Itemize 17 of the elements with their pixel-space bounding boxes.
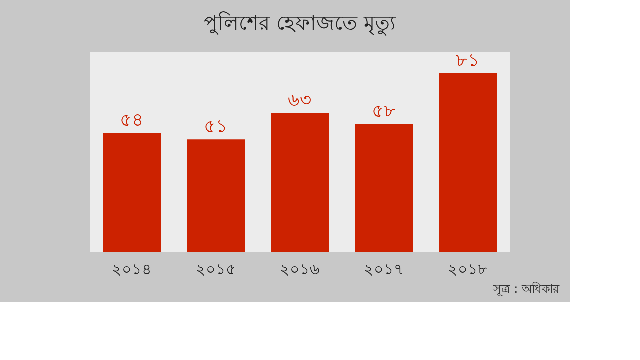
x-tick-label: ২০১৭ <box>364 260 404 278</box>
x-tick-label: ২০১৫ <box>196 260 236 278</box>
bar <box>271 113 329 252</box>
data-label: ৬৩ <box>288 90 312 112</box>
text: সূত্র : অধিকার <box>492 282 560 297</box>
chart-title: পুলিশের হেফাজতে মৃত্যু <box>204 11 397 36</box>
data-label: ৫১ <box>204 116 228 138</box>
bar <box>103 132 161 252</box>
data-label: ৮১ <box>456 50 480 72</box>
data-label: ৫৮ <box>372 101 396 122</box>
bar <box>355 124 413 252</box>
x-tick-label: ২০১৬ <box>280 260 320 278</box>
x-tick-label: ২০১৪ <box>112 260 152 278</box>
bar <box>187 140 245 252</box>
data-label: ৫৪ <box>120 110 144 131</box>
x-tick-label: ২০১৮ <box>448 260 488 278</box>
bar <box>439 73 497 252</box>
